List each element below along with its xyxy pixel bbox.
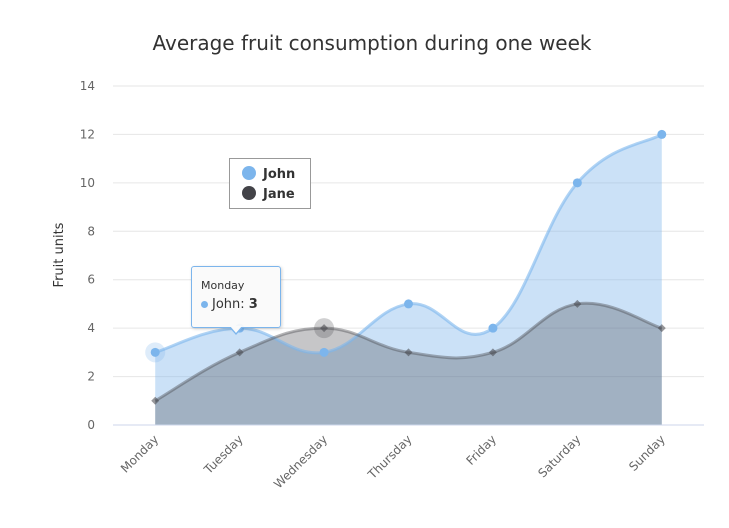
data-point[interactable] — [488, 348, 497, 357]
legend-symbol[interactable] — [242, 166, 256, 180]
data-point[interactable] — [151, 396, 160, 405]
x-tick-label: Monday — [118, 432, 161, 475]
y-tick-label: 6 — [87, 273, 95, 287]
series-area — [155, 134, 662, 425]
legend-label[interactable]: Jane — [262, 187, 295, 202]
data-point[interactable] — [488, 323, 498, 333]
y-tick-label: 4 — [87, 321, 95, 335]
data-point[interactable] — [657, 324, 666, 333]
x-tick-label: Friday — [463, 432, 499, 468]
y-tick-label: 2 — [87, 370, 95, 384]
legend-symbol[interactable] — [242, 186, 256, 200]
data-point[interactable] — [235, 348, 244, 357]
tooltip-row: John: 3 — [201, 297, 258, 312]
series-area — [155, 303, 662, 425]
y-tick-label: 8 — [87, 224, 95, 238]
data-point[interactable] — [404, 348, 413, 357]
legend-box — [229, 158, 311, 209]
tooltip-header: Monday — [201, 279, 245, 292]
tooltip-series-label: John: — [212, 297, 249, 312]
x-tick-label: Sunday — [626, 432, 668, 474]
legend[interactable]: John Jane — [229, 158, 311, 209]
tooltip: Monday John: 3 — [191, 266, 281, 335]
y-axis-title: Fruit units — [52, 222, 67, 287]
data-point[interactable] — [572, 178, 582, 188]
y-axis-ticks: 0 2 4 6 8 10 12 14 — [80, 79, 95, 432]
x-tick-label: Saturday — [535, 432, 583, 480]
legend-label[interactable]: John — [262, 167, 295, 182]
data-point[interactable] — [320, 324, 329, 333]
tooltip-value: 3 — [248, 297, 258, 312]
x-tick-label: Tuesday — [201, 432, 246, 477]
data-point[interactable] — [404, 299, 413, 309]
y-tick-label: 14 — [80, 79, 95, 93]
data-point[interactable] — [319, 347, 329, 357]
y-tick-label: 0 — [87, 418, 95, 432]
tooltip-series-dot — [201, 301, 208, 308]
data-point[interactable] — [573, 299, 582, 308]
chart-title: Average fruit consumption during one wee… — [152, 31, 591, 55]
data-point[interactable] — [150, 347, 160, 357]
x-axis-ticks: Monday Tuesday Wednesday Thursday Friday Satu… — [118, 432, 668, 491]
x-tick-label: Wednesday — [271, 432, 330, 491]
data-point[interactable] — [657, 129, 667, 139]
y-tick-label: 12 — [80, 127, 95, 141]
tooltip-pointer-fill — [230, 326, 242, 333]
series-areas — [155, 134, 662, 425]
x-tick-label: Thursday — [365, 432, 415, 482]
y-tick-label: 10 — [80, 176, 95, 190]
